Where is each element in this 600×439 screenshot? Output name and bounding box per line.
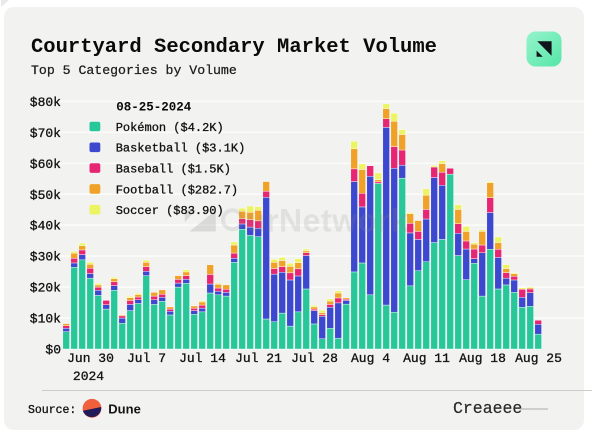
svg-text:Creaeee: Creaeee [453, 399, 522, 418]
svg-text:Aug 11: Aug 11 [403, 351, 450, 366]
svg-text:Soccer ($83.90): Soccer ($83.90) [116, 204, 224, 218]
svg-text:Aug 4: Aug 4 [351, 351, 390, 366]
svg-text:$60k: $60k [30, 157, 61, 172]
svg-text:Dune: Dune [108, 402, 141, 417]
svg-text:urNetwork: urNetwork [246, 203, 409, 239]
svg-text:2024: 2024 [73, 369, 104, 384]
svg-text:$0: $0 [45, 343, 61, 358]
svg-text:Jul 28: Jul 28 [291, 351, 338, 366]
svg-text:Football ($282.7): Football ($282.7) [116, 183, 238, 197]
svg-text:Aug 18: Aug 18 [459, 351, 506, 366]
svg-text:Jul 21: Jul 21 [235, 351, 282, 366]
svg-text:Aug 25: Aug 25 [515, 351, 562, 366]
svg-text:Source:: Source: [28, 404, 76, 417]
svg-text:$50k: $50k [30, 188, 61, 203]
svg-text:Pokémon ($4.2K): Pokémon ($4.2K) [116, 121, 224, 135]
svg-text:Jul 14: Jul 14 [179, 351, 226, 366]
svg-text:Baseball ($1.5K): Baseball ($1.5K) [116, 163, 231, 177]
svg-text:Courtyard Secondary Market Vol: Courtyard Secondary Market Volume [31, 36, 437, 59]
svg-text:$10k: $10k [30, 312, 61, 327]
svg-text:Top 5 Categories by Volume: Top 5 Categories by Volume [31, 63, 237, 78]
svg-text:Basketball ($3.1K): Basketball ($3.1K) [116, 142, 246, 156]
svg-text:$80k: $80k [30, 95, 61, 110]
svg-text:$70k: $70k [30, 126, 61, 141]
svg-text:Jul 7: Jul 7 [127, 351, 166, 366]
svg-text:$20k: $20k [30, 281, 61, 296]
svg-text:$30k: $30k [30, 250, 61, 265]
svg-text:Jun 30: Jun 30 [67, 351, 114, 366]
svg-text:08-25-2024: 08-25-2024 [116, 101, 192, 115]
svg-text:$40k: $40k [30, 219, 61, 234]
